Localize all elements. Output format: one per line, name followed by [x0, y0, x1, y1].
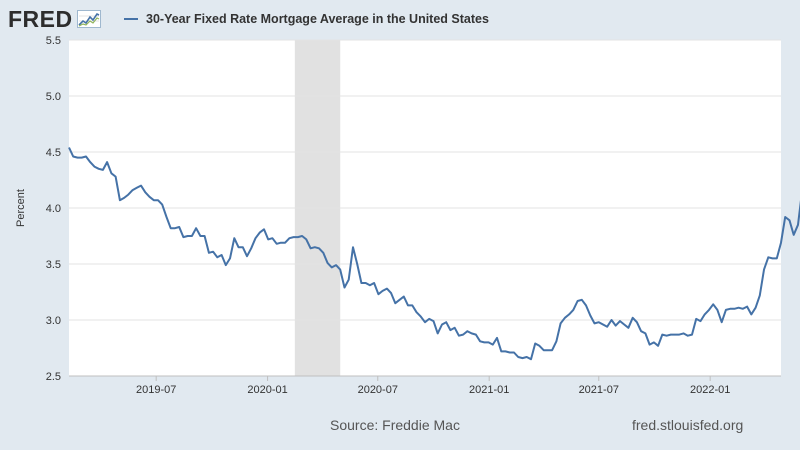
y-tick-label: 3.5 [46, 259, 61, 271]
y-tick-label: 4.5 [46, 147, 61, 159]
header: FRED 30-Year Fixed Rate Mortgage Average… [0, 0, 800, 38]
x-tick-label: 2019-07 [136, 384, 176, 396]
fred-logo[interactable]: FRED [8, 6, 101, 32]
site-link[interactable]: fred.stlouisfed.org [632, 417, 744, 433]
legend-label: 30-Year Fixed Rate Mortgage Average in t… [146, 12, 489, 26]
legend-swatch [124, 18, 138, 20]
series-line[interactable] [68, 62, 800, 361]
y-tick-label: 5.0 [46, 91, 61, 103]
logo-text: FRED [8, 5, 73, 32]
chart-line-icon [76, 10, 101, 28]
x-tick-label: 2021-01 [469, 384, 509, 396]
y-tick-label: 5.5 [46, 35, 61, 47]
x-tick-label: 2021-07 [579, 384, 619, 396]
y-tick-label: 2.5 [46, 371, 61, 383]
x-tick-label: 2022-01 [690, 384, 730, 396]
source-text: Source: Freddie Mac [330, 417, 460, 433]
y-axis-label: Percent [15, 189, 27, 227]
y-tick-label: 4.0 [46, 203, 61, 215]
chart-legend[interactable]: 30-Year Fixed Rate Mortgage Average in t… [124, 10, 489, 28]
x-tick-label: 2020-07 [358, 384, 398, 396]
y-tick-label: 3.0 [46, 315, 61, 327]
x-tick-label: 2020-01 [247, 384, 287, 396]
